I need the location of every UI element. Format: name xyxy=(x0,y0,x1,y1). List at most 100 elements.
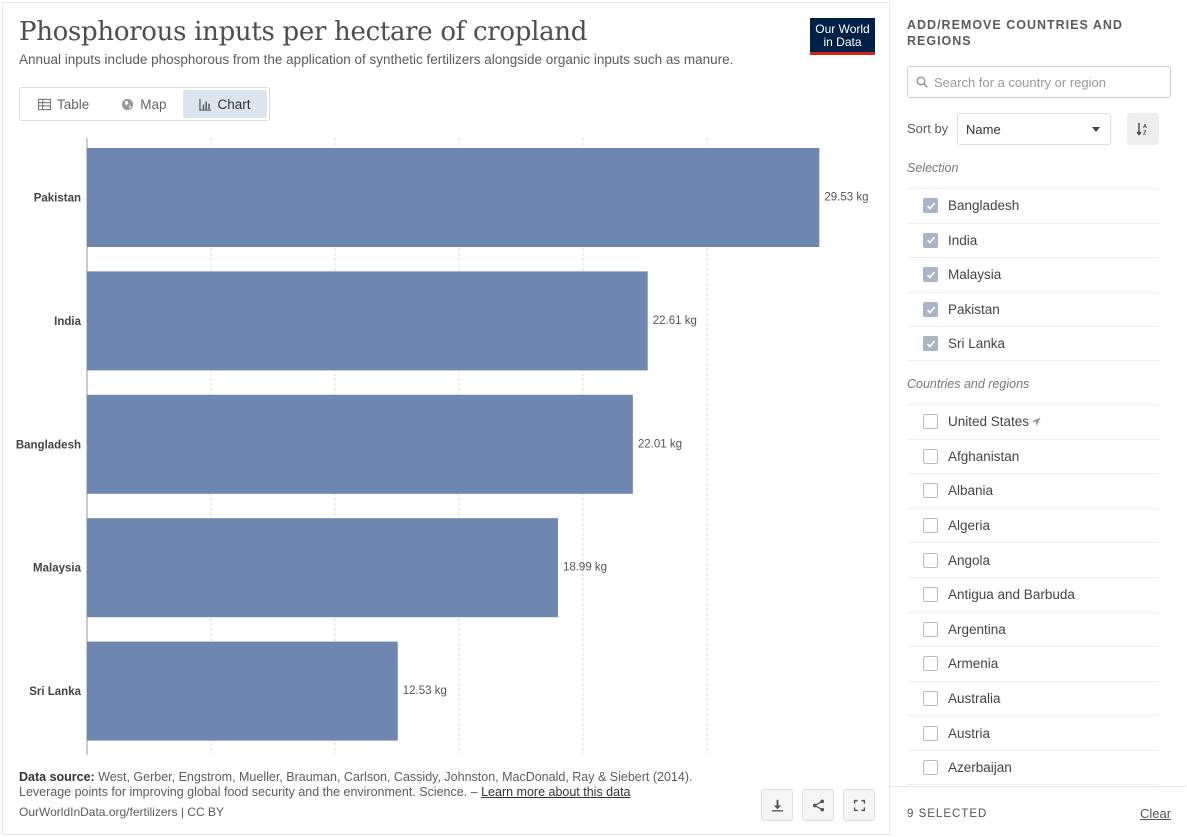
entity-label: Malaysia xyxy=(948,267,1002,283)
chart-footer: Data source: West, Gerber, Engstrom, Mue… xyxy=(19,770,739,820)
entity-label: Antigua and Barbuda xyxy=(948,587,1075,603)
entity-label: Pakistan xyxy=(948,302,1000,318)
sidebar-footer: 9 SELECTED Clear xyxy=(890,786,1186,835)
checkbox-icon[interactable] xyxy=(923,691,938,707)
entity-row-afghanistan[interactable]: Afghanistan xyxy=(907,438,1159,474)
entity-label: Albania xyxy=(948,483,994,499)
download-button[interactable] xyxy=(761,789,793,821)
category-label: Sri Lanka xyxy=(29,686,81,698)
source-label: Data source: xyxy=(19,770,95,784)
source-text: West, Gerber, Engstrom, Mueller, Brauman… xyxy=(19,770,693,799)
tab-table-label: Table xyxy=(57,96,90,112)
entity-row-australia[interactable]: Australia xyxy=(907,680,1159,716)
entity-label: Bangladesh xyxy=(948,198,1020,214)
checkbox-checked-icon[interactable] xyxy=(923,336,938,352)
checkbox-icon[interactable] xyxy=(923,518,938,534)
entity-row-united-states[interactable]: United States xyxy=(907,404,1159,439)
checkbox-checked-icon[interactable] xyxy=(923,302,938,318)
selection-title: Selection xyxy=(907,161,959,175)
checkbox-icon[interactable] xyxy=(923,448,938,464)
checkbox-icon[interactable] xyxy=(923,759,938,775)
value-label: 18.99 kg xyxy=(563,562,607,574)
value-label: 12.53 kg xyxy=(403,685,447,697)
sidebar-title: ADD/REMOVE COUNTRIES AND REGIONS xyxy=(907,18,1123,48)
checkbox-icon[interactable] xyxy=(923,483,938,499)
checkbox-icon[interactable] xyxy=(923,587,938,603)
sort-az-icon: AZ xyxy=(1136,123,1147,137)
checkbox-icon[interactable] xyxy=(923,621,938,637)
sort-value: Name xyxy=(966,121,1001,137)
checkbox-icon[interactable] xyxy=(923,656,938,672)
entity-row-pakistan[interactable]: Pakistan xyxy=(907,291,1159,327)
fullscreen-button[interactable] xyxy=(843,789,875,821)
entity-row-malaysia[interactable]: Malaysia xyxy=(907,257,1159,292)
footer-url[interactable]: OurWorldInData.org/fertilizers | CC BY xyxy=(19,805,224,819)
bar-chart: Pakistan 29.53 kg India 22.61 kg Bangladesh 2… xyxy=(16,138,868,755)
bar-india[interactable] xyxy=(87,271,648,371)
entity-row-sri-lanka[interactable]: Sri Lanka xyxy=(907,326,1159,361)
tab-table[interactable]: Table xyxy=(22,90,105,118)
entity-label: United States xyxy=(948,414,1041,429)
svg-text:A: A xyxy=(1143,124,1147,130)
svg-text:Z: Z xyxy=(1143,131,1147,137)
entity-label: Afghanistan xyxy=(948,448,1020,464)
entity-row-india[interactable]: India xyxy=(907,222,1159,258)
entity-label: Sri Lanka xyxy=(948,336,1006,352)
chart-icon xyxy=(198,98,211,111)
entity-label: Armenia xyxy=(948,656,999,672)
logo-line-1: Our World xyxy=(815,22,870,36)
learn-more-link[interactable]: Learn more about this data xyxy=(481,785,631,799)
sort-label: Sort by xyxy=(907,121,949,136)
entity-row-argentina[interactable]: Argentina xyxy=(907,611,1159,647)
owid-logo[interactable]: Our World in Data xyxy=(810,18,875,55)
selected-count: 9 SELECTED xyxy=(907,808,988,820)
bar-pakistan[interactable] xyxy=(87,148,820,247)
value-label: 22.61 kg xyxy=(653,315,697,327)
countries-list: United States Afghanistan Albania Algeria An… xyxy=(907,404,1159,785)
entity-row-austria[interactable]: Austria xyxy=(907,715,1159,750)
sort-select[interactable]: Name xyxy=(957,113,1111,145)
entity-row-algeria[interactable]: Algeria xyxy=(907,507,1159,543)
table-icon xyxy=(38,98,51,110)
logo-line-2: in Data xyxy=(823,34,862,49)
tab-chart[interactable]: Chart xyxy=(182,90,267,118)
value-label: 22.01 kg xyxy=(638,438,682,450)
search-icon xyxy=(916,76,928,88)
search-input[interactable] xyxy=(934,74,1164,90)
checkbox-checked-icon[interactable] xyxy=(923,198,938,214)
entity-row-antigua-and-barbuda[interactable]: Antigua and Barbuda xyxy=(907,576,1159,612)
selected-list: Bangladesh India Malaysia Pakistan Sri Lanka xyxy=(907,188,1159,361)
caret-down-icon xyxy=(1092,126,1100,132)
entity-label: Angola xyxy=(948,552,991,568)
category-label: India xyxy=(54,316,81,328)
tab-map-label: Map xyxy=(140,96,167,112)
share-button[interactable] xyxy=(802,789,834,821)
bar-sri-lanka[interactable] xyxy=(87,641,398,741)
entity-row-azerbaijan[interactable]: Azerbaijan xyxy=(907,749,1159,785)
bar-bangladesh[interactable] xyxy=(87,394,633,494)
globe-icon xyxy=(122,98,134,110)
entity-row-angola[interactable]: Angola xyxy=(907,542,1159,577)
tab-map[interactable]: Map xyxy=(105,90,182,118)
search-box[interactable] xyxy=(907,66,1171,98)
checkbox-checked-icon[interactable] xyxy=(923,267,938,283)
location-arrow-icon xyxy=(1029,414,1041,429)
checkbox-icon[interactable] xyxy=(923,725,938,741)
entity-row-armenia[interactable]: Armenia xyxy=(907,646,1159,681)
clear-button[interactable]: Clear xyxy=(1140,806,1172,821)
checkbox-icon[interactable] xyxy=(923,414,938,430)
category-label: Malaysia xyxy=(33,563,82,575)
entity-row-bangladesh[interactable]: Bangladesh xyxy=(907,188,1159,223)
bar-malaysia[interactable] xyxy=(87,518,558,618)
entity-label: Argentina xyxy=(948,621,1006,637)
entity-label: Austria xyxy=(948,725,991,741)
checkbox-icon[interactable] xyxy=(923,552,938,568)
others-title: Countries and regions xyxy=(907,377,1030,391)
category-label: Bangladesh xyxy=(16,439,81,451)
entity-label: Algeria xyxy=(948,518,991,534)
entity-row-albania[interactable]: Albania xyxy=(907,473,1159,508)
download-icon xyxy=(771,799,783,812)
tab-chart-label: Chart xyxy=(217,96,251,112)
checkbox-checked-icon[interactable] xyxy=(923,232,938,248)
